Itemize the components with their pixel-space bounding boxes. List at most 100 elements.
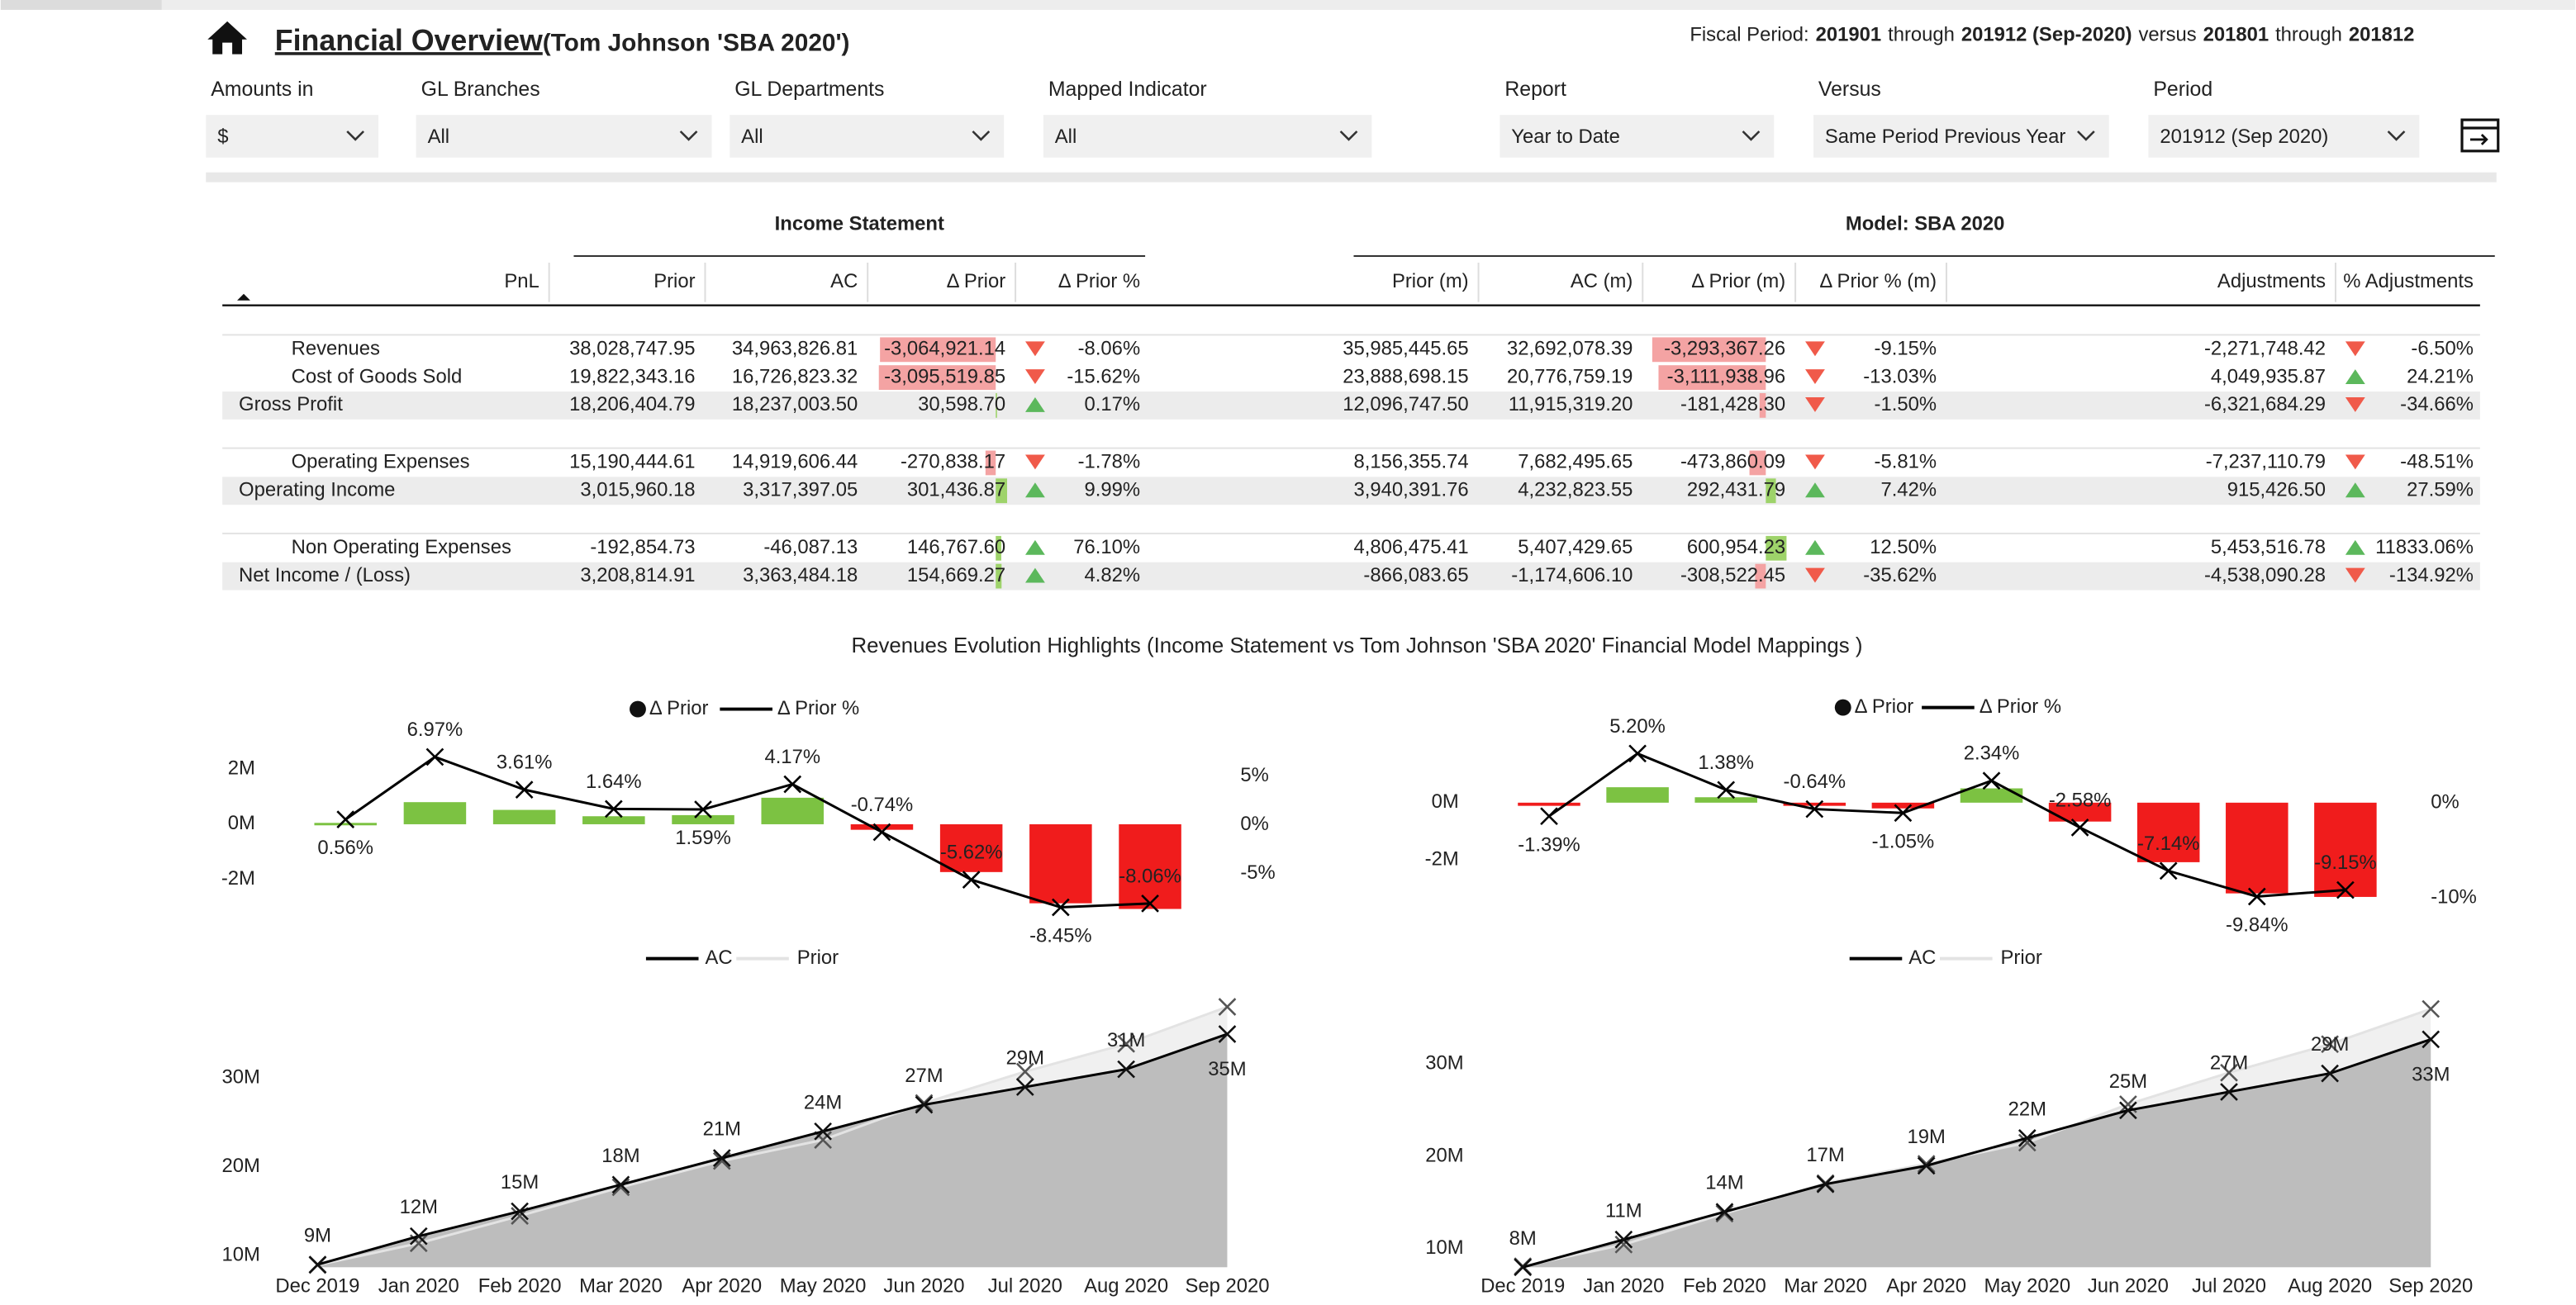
dropdown-chevron[interactable]	[1339, 130, 1358, 141]
dropdown-box[interactable]	[206, 115, 378, 158]
dropdown-chevron[interactable]	[1742, 130, 1761, 141]
down-arrow	[1805, 567, 1825, 583]
bar	[2314, 802, 2377, 897]
cell: 9.99%	[1085, 479, 1141, 501]
home-icon[interactable]	[207, 21, 247, 55]
fiscal-part: Fiscal Period:	[1690, 24, 1808, 46]
x-tick-label: Sep 2020	[1185, 1274, 1269, 1297]
bar	[1606, 787, 1669, 803]
x-tick-label: May 2020	[780, 1274, 867, 1297]
line	[1548, 752, 2346, 898]
cell: -46,087.13	[763, 536, 858, 558]
bar	[492, 809, 556, 824]
x-tick-label: Dec 2019	[275, 1274, 359, 1297]
dropdown-value[interactable]: Year to Date	[1511, 126, 1620, 148]
cell: -7,237,110.79	[2206, 451, 2326, 473]
filter-dropdown[interactable]: All	[1043, 115, 1372, 158]
data-label: -1.39%	[1518, 833, 1580, 856]
data-bar	[1766, 478, 1776, 504]
row-label: Revenues	[292, 338, 380, 360]
dropdown-value[interactable]: Same Period Previous Year	[1825, 126, 2065, 148]
x-tick-label: May 2020	[1984, 1274, 2070, 1297]
dropdown-chevron[interactable]	[2077, 130, 2095, 141]
down-arrow	[1805, 454, 1825, 470]
x-tick-label: Apr 2020	[1886, 1274, 1966, 1297]
y-tick-label: -2M	[1425, 847, 1459, 870]
filter-dropdown[interactable]: $	[206, 115, 378, 158]
data-label: 1.64%	[586, 771, 642, 793]
dropdown-box[interactable]	[416, 115, 712, 158]
dropdown-value[interactable]: All	[428, 126, 449, 148]
data-bar	[1766, 535, 1787, 561]
bar	[403, 802, 467, 824]
x-tick-label: Mar 2020	[579, 1274, 663, 1297]
dropdown-box[interactable]	[1813, 115, 2109, 158]
cell: 600,954.23	[1687, 536, 1785, 558]
up-arrow	[2345, 539, 2365, 555]
dropdown-chevron[interactable]	[346, 130, 364, 141]
filter-dropdown[interactable]: Same Period Previous Year	[1813, 115, 2109, 158]
y2-tick-label: 0%	[2431, 790, 2459, 813]
data-bar	[1755, 563, 1766, 589]
combo-chart: -2M 0M 2M -5% 0% 5% 0.56% 6.97% 3.61% 1.64% 1.59% 4…	[221, 697, 1276, 947]
data-bar	[996, 478, 1008, 504]
point-marker	[2321, 1035, 2339, 1054]
column-header: Prior	[654, 270, 695, 292]
point-marker	[2247, 887, 2266, 906]
point-marker	[2018, 1128, 2037, 1147]
home-shape[interactable]	[207, 21, 247, 55]
filter-dropdown[interactable]: Year to Date	[1499, 115, 1775, 158]
page-title: Financial Overview	[275, 24, 543, 57]
bar	[850, 823, 914, 830]
x-tick-label: Mar 2020	[1784, 1274, 1867, 1297]
column-header: AC (m)	[1571, 270, 1633, 292]
calendar-frame[interactable]	[2460, 118, 2500, 153]
cell: -1,174,606.10	[1511, 564, 1633, 586]
calendar-arrow[interactable]	[2469, 133, 2488, 145]
cell: 30,598.70	[918, 393, 1005, 415]
cell: 5,407,429.65	[1518, 536, 1633, 558]
cell: 16,726,823.32	[732, 365, 858, 387]
data-label: 6.97%	[407, 719, 463, 741]
dropdown-chevron[interactable]	[972, 130, 991, 141]
point-marker	[712, 1149, 731, 1167]
dropdown-box[interactable]	[730, 115, 1005, 158]
filter-dropdown[interactable]: All	[416, 115, 712, 158]
dropdown-value[interactable]: All	[1055, 126, 1077, 148]
data-label: -9.84%	[2226, 914, 2288, 937]
data-label: 18M	[601, 1145, 639, 1167]
point-marker	[1715, 1204, 1734, 1223]
filter-dropdown[interactable]: All	[730, 115, 1005, 158]
point-marker	[2070, 819, 2089, 837]
data-bar	[996, 535, 1001, 561]
dropdown-value[interactable]: $	[217, 126, 228, 148]
dropdown-chevron[interactable]	[2387, 130, 2406, 141]
y-tick-label: 10M	[1425, 1236, 1463, 1259]
legend-label: Δ Prior %	[777, 697, 859, 719]
total-row-bg	[222, 562, 2480, 591]
cell: 12,096,747.50	[1343, 393, 1468, 415]
calendar-icon[interactable]	[2460, 118, 2500, 153]
point-marker	[962, 871, 981, 889]
legend-label: AC	[1908, 947, 1936, 969]
point-marker	[2422, 999, 2441, 1018]
dropdown-box[interactable]	[2148, 115, 2420, 158]
dropdown-value[interactable]: All	[741, 126, 763, 148]
data-label: 19M	[1907, 1126, 1945, 1148]
up-arrow	[1025, 567, 1045, 583]
charts-title: Revenues Evolution Highlights (Income St…	[851, 634, 1862, 657]
cell: 7,682,495.65	[1518, 451, 1633, 473]
dropdown-value[interactable]: 201912 (Sep 2020)	[2160, 126, 2328, 148]
filter-dropdown[interactable]: 201912 (Sep 2020)	[2148, 115, 2420, 158]
dropdown-chevron[interactable]	[679, 130, 698, 141]
bar	[582, 816, 645, 824]
dropdown-box[interactable]	[1043, 115, 1372, 158]
cell: 3,015,960.18	[580, 479, 695, 501]
data-label: 27M	[2210, 1051, 2248, 1074]
cell: -308,522.45	[1680, 564, 1785, 586]
fiscal-part: 201901	[1816, 24, 1882, 46]
filter-label: Report	[1504, 78, 1566, 101]
column-header: Δ Prior (m)	[1691, 270, 1785, 292]
dropdown-box[interactable]	[1499, 115, 1775, 158]
sort-indicator[interactable]	[237, 293, 250, 301]
